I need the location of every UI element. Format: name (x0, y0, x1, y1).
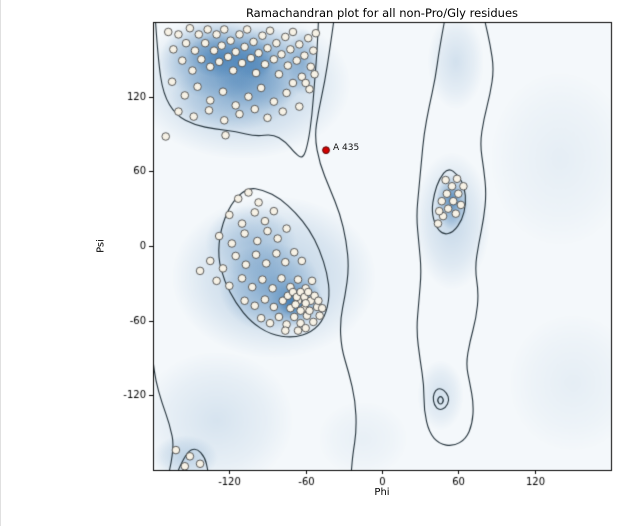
x-axis-label: Phi (374, 487, 390, 498)
y-axis-label: Psi (95, 239, 107, 253)
chart-title: Ramachandran plot for all non-Pro/Gly re… (245, 6, 519, 20)
outlier-label: A 435 (333, 143, 360, 154)
